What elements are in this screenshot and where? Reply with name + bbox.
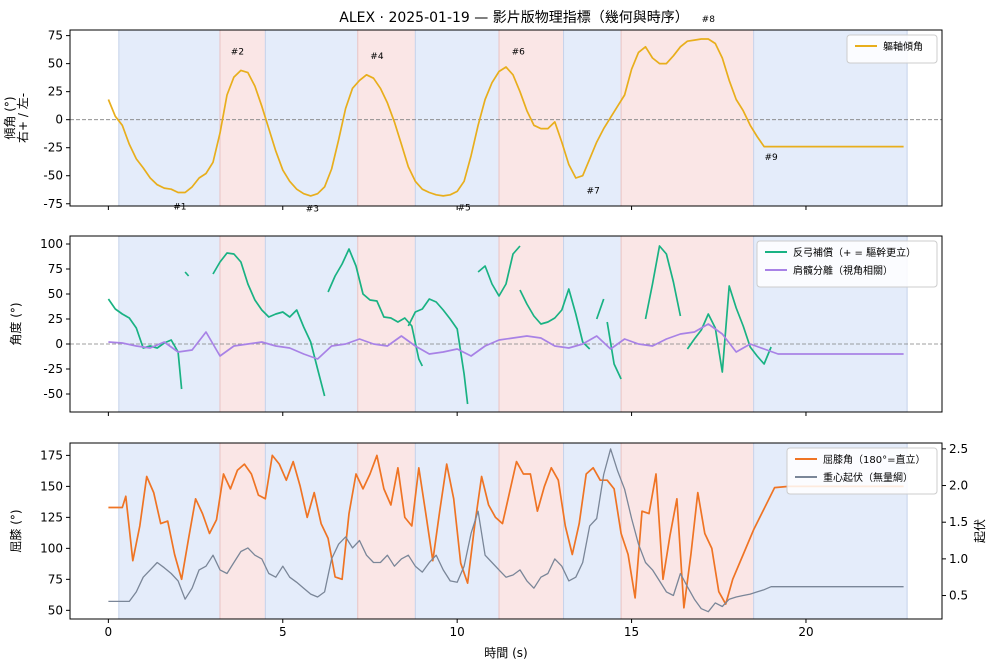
y2-tick-label: 0.5 bbox=[949, 589, 968, 603]
y-tick-label: 0 bbox=[55, 337, 63, 351]
phase-band bbox=[621, 30, 754, 206]
y-tick-label: 100 bbox=[40, 541, 63, 555]
axes-frame bbox=[69, 29, 943, 207]
peak-annotation: #2 bbox=[231, 48, 244, 58]
phase-band bbox=[621, 443, 754, 619]
phase-band bbox=[415, 236, 500, 412]
x-tick-label: 15 bbox=[624, 625, 639, 639]
x-tick-label: 5 bbox=[279, 625, 287, 639]
series-line-2-1 bbox=[595, 298, 605, 320]
legend-label: 肩髖分離（視角相關） bbox=[793, 264, 893, 277]
y-tick-label: 0 bbox=[55, 113, 63, 127]
peak-annotation: #5 bbox=[458, 203, 471, 213]
y-tick-label: -50 bbox=[43, 169, 63, 183]
peak-annotation: #9 bbox=[764, 153, 778, 163]
series-line-2-1 bbox=[519, 288, 591, 350]
legend-box bbox=[756, 240, 938, 288]
axes-frame bbox=[69, 442, 943, 620]
y-tick-label: 175 bbox=[40, 448, 63, 462]
phase-band bbox=[563, 236, 622, 412]
panel-3: 50 75 100 125 150 175 0.5 1.0 1.5 2.0 2.5 起伏 0 5 10 15 2… bbox=[9, 442, 987, 639]
phase-band bbox=[219, 30, 266, 206]
phase-band bbox=[265, 236, 358, 412]
x-tick-label: 10 bbox=[450, 625, 465, 639]
series-line-2-1 bbox=[184, 271, 190, 277]
y2-tick-label: 1.5 bbox=[949, 515, 968, 529]
y-tick-label: -25 bbox=[43, 362, 63, 376]
phase-band bbox=[219, 443, 266, 619]
phase-band bbox=[357, 30, 416, 206]
peak-annotation: #4 bbox=[370, 52, 384, 62]
y-tick-label: 100 bbox=[40, 237, 63, 251]
series-line-2-1 bbox=[212, 252, 326, 397]
figure-title: ALEX · 2025-01-19 — 影片版物理指標（幾何與時序） bbox=[339, 10, 688, 26]
y-tick-label: 75 bbox=[48, 262, 63, 276]
y-tick-label: -75 bbox=[43, 197, 63, 211]
phase-band bbox=[357, 443, 416, 619]
phase-band bbox=[415, 30, 500, 206]
y2-tick-label: 2.5 bbox=[949, 442, 968, 456]
axes-frame bbox=[69, 235, 943, 413]
y-tick-label: 50 bbox=[48, 57, 63, 71]
y-tick-label: 150 bbox=[40, 479, 63, 493]
legend-box bbox=[846, 34, 938, 64]
phase-band bbox=[265, 30, 358, 206]
peak-annotation: #3 bbox=[306, 205, 319, 215]
panel-2: -50 -25 0 25 50 75 100 角度 (°) 反弓補償（+ = 驅幹更立） 肩髖分離… bbox=[8, 235, 943, 416]
y-axis-label: 傾角 (°) bbox=[3, 96, 17, 139]
series-line-2-1 bbox=[477, 245, 521, 297]
peak-annotation: #1 bbox=[173, 202, 186, 212]
y-tick-label: 25 bbox=[48, 85, 63, 99]
legend-box bbox=[786, 447, 938, 495]
phase-band bbox=[219, 236, 266, 412]
y-tick-label: 75 bbox=[48, 572, 63, 586]
series-line-3-2 bbox=[108, 448, 904, 613]
phase-band bbox=[265, 443, 358, 619]
series-line-2-2 bbox=[108, 323, 904, 360]
x-tick-label: 0 bbox=[105, 625, 113, 639]
legend-label: 反弓補償（+ = 驅幹更立） bbox=[793, 246, 916, 259]
phase-band bbox=[499, 443, 564, 619]
panel-1: -75 -50 -25 0 25 50 75 傾角 (°) 右+ / 左- #1 #2 #3 #4 #5 #… bbox=[3, 15, 943, 215]
legend-label: 重心起伏（無量綱） bbox=[823, 471, 913, 484]
series-line-2-1 bbox=[686, 285, 772, 373]
phase-band bbox=[357, 236, 416, 412]
y-tick-label: 50 bbox=[48, 603, 63, 617]
y2-axis-label: 起伏 bbox=[973, 519, 987, 543]
phase-band bbox=[563, 443, 622, 619]
legend: 反弓補償（+ = 驅幹更立） 肩髖分離（視角相關） bbox=[756, 240, 938, 288]
legend-label: 屈膝角（180°=直立） bbox=[823, 453, 925, 466]
legend-label: 軀軸傾角 bbox=[883, 40, 923, 53]
peak-annotation: #7 bbox=[587, 187, 600, 197]
y-tick-label: 125 bbox=[40, 510, 63, 524]
y2-tick-label: 1.0 bbox=[949, 552, 968, 566]
y-tick-label: 50 bbox=[48, 287, 63, 301]
phase-band bbox=[563, 30, 622, 206]
peak-annotation: #8 bbox=[702, 15, 716, 25]
peak-annotation: #6 bbox=[512, 48, 526, 58]
y-axis-label: 右+ / 左- bbox=[15, 93, 30, 143]
y2-tick-label: 2.0 bbox=[949, 479, 968, 493]
y-axis-label: 角度 (°) bbox=[8, 302, 23, 345]
legend: 軀軸傾角 bbox=[846, 34, 938, 64]
y-axis-label: 屈膝 (°) bbox=[9, 509, 23, 552]
series-line-1-1 bbox=[107, 38, 904, 197]
phase-band bbox=[118, 236, 220, 412]
y-tick-label: 75 bbox=[48, 29, 63, 43]
phase-band bbox=[499, 236, 564, 412]
legend: 屈膝角（180°=直立） 重心起伏（無量綱） bbox=[786, 447, 938, 495]
x-axis-label: 時間 (s) bbox=[484, 646, 527, 660]
x-tick-label: 20 bbox=[798, 625, 813, 639]
phase-band bbox=[118, 30, 220, 206]
series-line-3-1 bbox=[108, 454, 904, 609]
y-tick-label: -25 bbox=[43, 141, 63, 155]
phase-band bbox=[621, 236, 754, 412]
y-tick-label: 25 bbox=[48, 312, 63, 326]
series-line-2-1 bbox=[644, 245, 682, 320]
y-tick-label: -50 bbox=[43, 387, 63, 401]
series-line-2-1 bbox=[606, 321, 622, 380]
